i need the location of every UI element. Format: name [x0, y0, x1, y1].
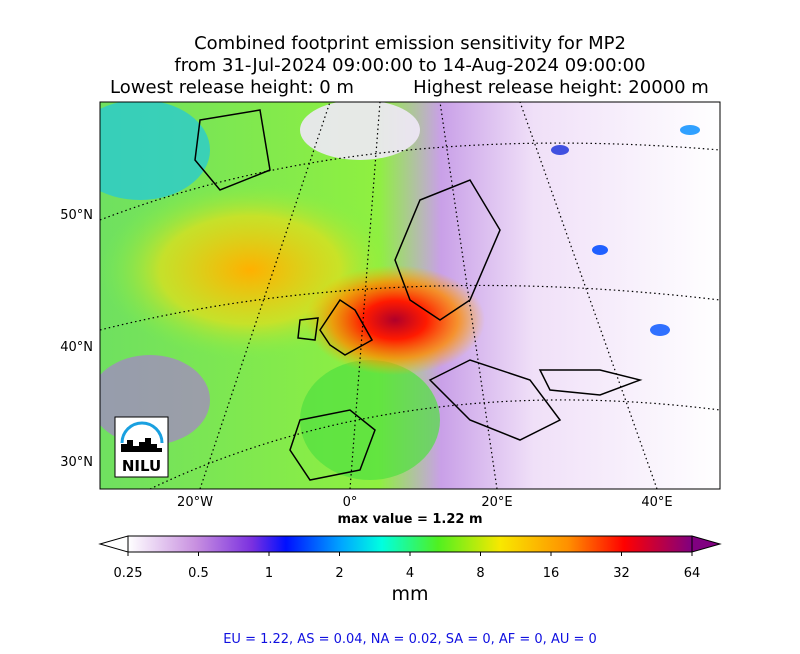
- logo-skyline: [121, 438, 162, 452]
- title-line: Combined footprint emission sensitivity …: [194, 33, 626, 54]
- field-blob: [100, 102, 210, 200]
- logo-text: NILU: [122, 457, 161, 475]
- highest-height: Highest release height: 20000 m: [413, 77, 709, 98]
- coastline: [289, 179, 562, 481]
- lon-label: 0°: [343, 495, 358, 510]
- logo-arc: [120, 421, 164, 444]
- max-value: max value = 1.22 m: [337, 512, 482, 527]
- lat-label: 40°N: [60, 340, 93, 355]
- title-line: from 31-Jul-2024 09:00:00 to 14-Aug-2024…: [174, 55, 645, 76]
- colorbar-tick-label: 8: [476, 566, 484, 581]
- colorbar-tick-label: 4: [406, 566, 414, 581]
- colorbar-tick-label: 16: [543, 566, 560, 581]
- colorbar-unit: mm: [391, 583, 428, 605]
- lon-label: 40°E: [641, 495, 672, 510]
- map-frame: [99, 101, 721, 490]
- lat-label: 30°N: [60, 455, 93, 470]
- colorbar-tick-label: 1: [265, 566, 273, 581]
- logo: NILU: [114, 416, 169, 478]
- colorbar-tick-label: 2: [335, 566, 343, 581]
- field-blob: [680, 125, 700, 135]
- lat-label: 50°N: [60, 208, 93, 223]
- hotspot: [305, 265, 485, 375]
- colorbar-tick-label: 0.25: [114, 566, 143, 581]
- colorbar-tick-label: 32: [613, 566, 630, 581]
- colorbar-tick-label: 64: [684, 566, 701, 581]
- map-field: [100, 102, 720, 489]
- colorbar-tick-label: 0.5: [188, 566, 209, 581]
- graticule: [199, 102, 658, 489]
- field-blob: [592, 245, 608, 255]
- field-blob: [551, 145, 569, 155]
- lon-label: 20°W: [177, 495, 213, 510]
- graticule: [100, 142, 720, 489]
- coastline: [194, 109, 643, 396]
- coastline: [297, 298, 374, 356]
- field-blob: [650, 324, 670, 336]
- field-blob: [300, 102, 420, 160]
- field-blob: [300, 360, 440, 480]
- colorbar-extend-high: [691, 535, 722, 553]
- footer-summary: EU = 1.22, AS = 0.04, NA = 0.02, SA = 0,…: [223, 632, 597, 647]
- lon-label: 20°E: [481, 495, 512, 510]
- lowest-height: Lowest release height: 0 m: [110, 77, 354, 98]
- colorbar-extend-low: [98, 535, 129, 553]
- colorbar: [127, 535, 693, 553]
